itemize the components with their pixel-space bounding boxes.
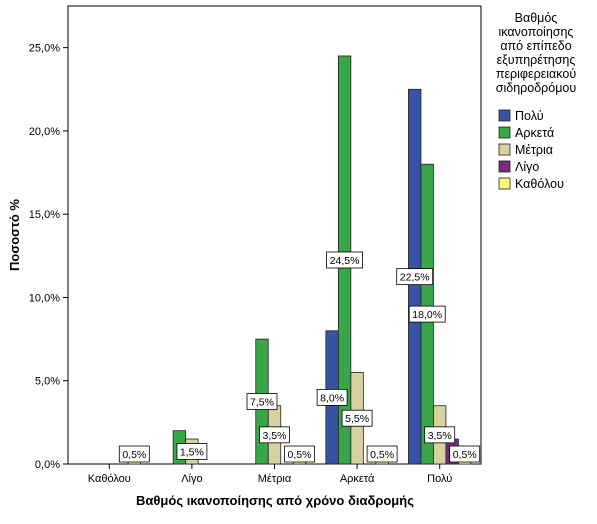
y-tick-label: 25,0%	[29, 43, 60, 55]
y-tick-label: 5,0%	[35, 376, 60, 388]
data-labels: 8,0%22,5%7,5%24,5%18,0%1,5%3,5%5,5%3,5%0…	[118, 251, 481, 463]
legend-title-line: από επίπεδο	[500, 39, 571, 53]
data-label-box	[366, 445, 398, 463]
data-label-box	[341, 409, 373, 427]
data-label: 0,5%	[453, 449, 477, 461]
legend-title-line: περιφερειακού	[496, 67, 576, 81]
y-tick-label: 20,0%	[29, 126, 60, 138]
data-label-box	[246, 393, 278, 410]
y-tick-label: 0,0%	[35, 459, 60, 471]
data-label-box	[326, 251, 364, 269]
x-axis-title: Βαθμός ικανοποίησης από χρόνο διαδρομής	[136, 493, 414, 508]
legend-swatch	[498, 177, 511, 190]
y-axis: 0,0% 5,0% 10,0% 15,0% 20,0% 25,0%	[29, 43, 68, 471]
data-label-box	[176, 443, 208, 460]
data-label: 1,5%	[180, 447, 204, 459]
data-label: 0,5%	[122, 449, 146, 461]
x-tick-label: Καθόλου	[88, 473, 131, 485]
data-label: 8,0%	[320, 392, 344, 404]
legend-label: Αρκετά	[515, 126, 554, 140]
y-tick-label: 10,0%	[29, 292, 60, 304]
data-label-box	[259, 426, 290, 444]
legend-title-line: ικανοποίησης	[499, 25, 574, 39]
data-label: 0,5%	[288, 449, 312, 461]
data-label-box	[396, 268, 434, 286]
data-label-box	[284, 445, 315, 463]
x-tick-label: Μέτρια	[258, 473, 292, 485]
legend-label: Λίγο	[515, 160, 539, 174]
data-label-box	[316, 388, 348, 406]
legend-label: Πολύ	[515, 109, 544, 123]
legend-swatch	[498, 126, 511, 139]
legend-swatch	[498, 160, 511, 173]
y-tick-label: 15,0%	[29, 209, 60, 221]
data-label: 7,5%	[250, 397, 274, 409]
legend-title-line: σιδηροδρόμου	[496, 81, 577, 95]
data-label: 22,5%	[400, 272, 430, 284]
y-axis-title: Ποσοστό %	[7, 199, 22, 271]
x-tick-label: Πολύ	[427, 473, 452, 485]
data-label: 18,0%	[412, 309, 442, 321]
legend-title-line: Βαθμός	[515, 11, 558, 25]
legend-swatch	[498, 143, 511, 156]
data-label: 0,5%	[370, 449, 394, 461]
data-label: 3,5%	[263, 430, 287, 442]
legend-label: Μέτρια	[515, 143, 553, 157]
data-label: 5,5%	[345, 413, 369, 425]
x-tick-label: Αρκετά	[340, 473, 375, 485]
x-tick-label: Λίγο	[181, 473, 202, 485]
data-label-box	[408, 305, 446, 323]
legend-swatch	[498, 109, 511, 122]
data-label-box	[118, 445, 150, 463]
data-label: 3,5%	[428, 430, 452, 442]
data-label-box	[424, 426, 456, 444]
data-label: 24,5%	[330, 255, 360, 267]
legend-label: Καθόλου	[515, 177, 564, 191]
x-axis: Καθόλου Λίγο Μέτρια Αρκετά Πολύ	[88, 464, 452, 485]
legend-title-line: εξυπηρέτησης	[497, 53, 576, 67]
data-label-box	[449, 445, 481, 463]
